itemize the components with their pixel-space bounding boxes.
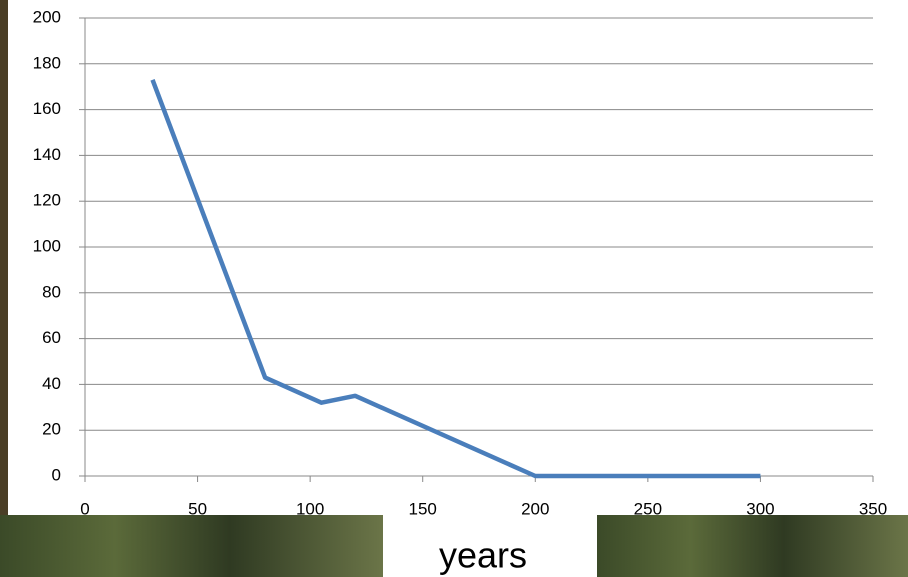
y-tick-label: 120 <box>33 191 61 210</box>
y-tick-label: 180 <box>33 53 61 72</box>
y-tick-label: 200 <box>33 7 61 26</box>
x-tick-label: 50 <box>188 499 207 518</box>
x-tick-label: 300 <box>746 499 774 518</box>
y-tick-label: 60 <box>42 328 61 347</box>
y-tick-label: 80 <box>42 282 61 301</box>
data-line <box>150 79 761 479</box>
y-tick-label: 100 <box>33 236 61 255</box>
x-tick-label: 350 <box>859 499 887 518</box>
y-tick-label: 160 <box>33 99 61 118</box>
photo-strip <box>597 515 908 577</box>
x-axis-label: years <box>439 535 527 576</box>
y-tick-label: 20 <box>42 420 61 439</box>
photo-strip <box>0 0 8 577</box>
y-tick-label: 40 <box>42 374 61 393</box>
y-tick-label: 0 <box>52 465 61 484</box>
x-tick-label: 0 <box>80 499 89 518</box>
y-tick-label: 140 <box>33 145 61 164</box>
photo-strip <box>0 515 383 577</box>
x-tick-label: 200 <box>521 499 549 518</box>
x-tick-label: 250 <box>634 499 662 518</box>
x-tick-label: 150 <box>409 499 437 518</box>
x-tick-label: 100 <box>296 499 324 518</box>
